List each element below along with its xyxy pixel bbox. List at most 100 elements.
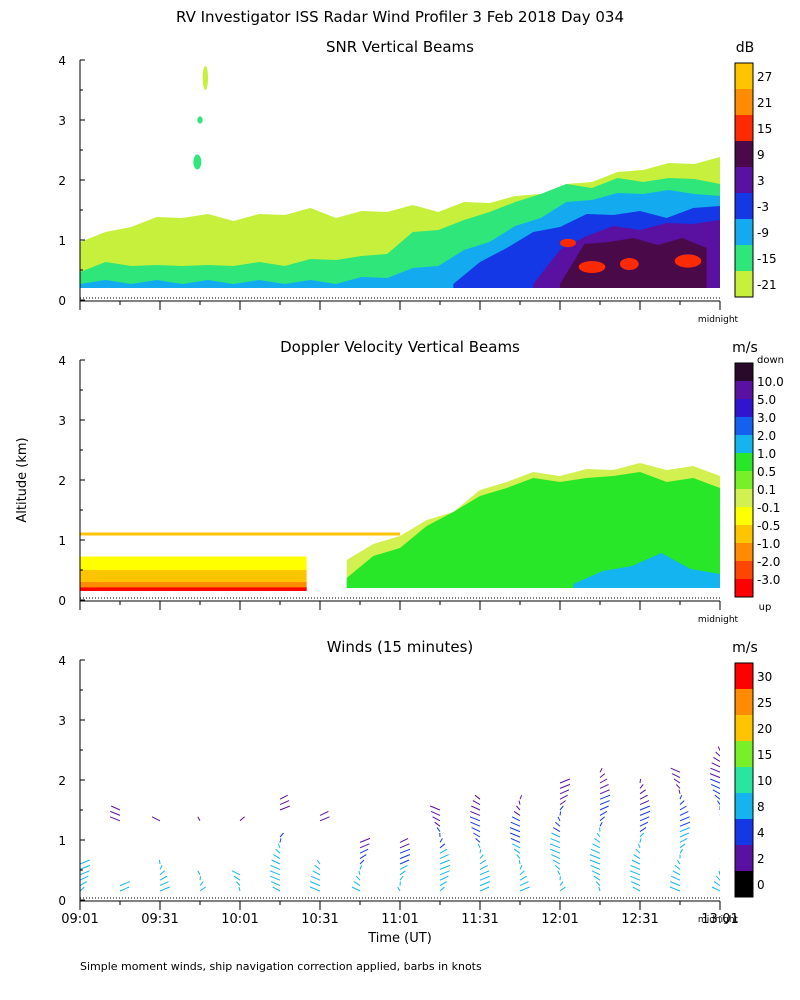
x-tick-label: 13:01 (701, 912, 738, 927)
wind-barb (479, 886, 490, 892)
wind-barb (709, 773, 720, 779)
wind-barb (639, 778, 642, 784)
wind-barb (80, 886, 85, 892)
colorbar-tick: 10.0 (757, 375, 784, 389)
colorbar-unit: m/s (732, 340, 758, 356)
wind-barb (589, 859, 601, 865)
colorbar-tick: -2.0 (757, 555, 780, 569)
plot-area (80, 66, 720, 288)
wind-barb (679, 832, 690, 838)
wind-profile-10 (430, 805, 451, 892)
wind-barb (519, 870, 525, 876)
panel-title: Doppler Velocity Vertical Beams (280, 338, 520, 356)
wind-barb (469, 816, 481, 822)
colorbar-swatch (735, 767, 753, 793)
wind-barb (717, 746, 720, 751)
colorbar-tick: 20 (757, 722, 772, 736)
wind-barb (119, 881, 131, 887)
wind-barb (279, 800, 290, 806)
wind-barb (519, 795, 523, 800)
wind-barb (671, 773, 681, 779)
wind-barb (592, 843, 601, 849)
wind-barb (479, 881, 491, 887)
wind-profile-12 (509, 795, 530, 892)
colorbar-swatch (735, 167, 753, 193)
wind-barb (599, 821, 603, 827)
wind-barb (599, 805, 609, 811)
colorbar-tick: 30 (757, 670, 772, 684)
colorbar-swatch (735, 741, 753, 767)
colorbar-swatch (735, 845, 753, 871)
x-tick-label: 10:31 (301, 912, 338, 927)
wind-barb (399, 859, 410, 865)
colorbar: m/s 10.0 5.0 3.0 2.0 1.0 0.5 0.1 -0.1 -0.5 -1.0 -2.… (732, 340, 784, 613)
colorbar-tick: -0.1 (757, 501, 780, 515)
wind-barb (319, 816, 330, 822)
data-band-5 (80, 587, 307, 591)
colorbar-tick: 0.5 (757, 465, 776, 479)
colorbar-tick: 15 (757, 748, 772, 762)
wind-profile-6 (269, 794, 291, 892)
wind-barb (637, 843, 641, 848)
wind-barb (713, 756, 720, 762)
colorbar-swatch (735, 245, 753, 271)
colorbar-unit: m/s (732, 640, 758, 656)
colorbar-tick: -3.0 (757, 573, 780, 587)
wind-barb (359, 854, 367, 860)
wind-barb (593, 875, 601, 881)
wind-barb (110, 810, 121, 816)
wind-barb (270, 864, 281, 870)
wind-barb (479, 859, 487, 865)
wind-profile-5 (231, 816, 245, 892)
wind-barb (479, 870, 490, 876)
wind-barb (559, 805, 564, 811)
wind-barb (710, 767, 720, 773)
colorbar-swatch (735, 543, 753, 561)
wind-barb (719, 820, 720, 821)
wind-barb (432, 816, 441, 822)
colorbar-frame (734, 662, 754, 898)
colorbar-swatch (735, 471, 753, 489)
wind-barb (353, 881, 361, 887)
colorbar-tick: 2.0 (757, 429, 776, 443)
wind-barb (630, 864, 641, 870)
colorbar-swatch (735, 89, 753, 115)
wind-barb (159, 870, 165, 876)
wind-barb (719, 841, 720, 843)
wind-barb (711, 886, 720, 892)
y-axis-label: Altitude (km) (15, 437, 30, 522)
y-tick-label: 2 (58, 774, 66, 788)
wind-barb (513, 848, 521, 854)
y-tick-label: 1 (58, 534, 66, 548)
wind-barb (552, 859, 561, 865)
plot-area (80, 746, 720, 892)
y-tick-label: 1 (58, 834, 66, 848)
colorbar-top-label: down (757, 355, 784, 366)
wind-profile-13 (549, 778, 571, 892)
wind-barb (359, 859, 365, 865)
wind-barb (199, 886, 206, 892)
wind-barb (235, 881, 241, 886)
colorbar-tick: 8 (757, 800, 765, 814)
colorbar-swatch (735, 561, 753, 579)
wind-barb (471, 827, 481, 833)
wind-barb (397, 886, 401, 892)
wind-barb (279, 832, 284, 838)
colorbar-tick: 5.0 (757, 393, 776, 407)
wind-profile-2 (109, 805, 131, 892)
wind-barb (596, 832, 601, 838)
wind-barb (355, 875, 361, 881)
wind-barb (358, 870, 361, 875)
wind-barb (639, 816, 650, 822)
page-title: RV Investigator ISS Radar Wind Profiler … (176, 8, 624, 26)
wind-barb (559, 783, 571, 789)
colorbar-tick: -0.5 (757, 519, 780, 533)
wind-barb (719, 858, 720, 859)
wind-barb (719, 825, 720, 827)
wind-barb (594, 837, 601, 843)
wind-barb (599, 767, 603, 773)
wind-barb (639, 838, 642, 843)
wind-barb (590, 848, 601, 854)
